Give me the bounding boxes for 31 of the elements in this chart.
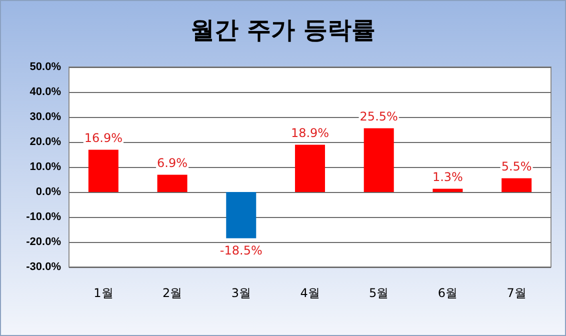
bar	[295, 144, 325, 192]
y-tick-label: 30.0%	[30, 111, 62, 123]
data-label: 25.5%	[360, 109, 398, 124]
data-label: 6.9%	[157, 156, 188, 170]
chart-title: 월간 주가 등락률	[190, 16, 376, 44]
bar	[88, 150, 118, 192]
x-tick-label: 5월	[369, 286, 389, 300]
y-tick-label: 40.0%	[30, 86, 62, 98]
x-tick-label: 1월	[94, 286, 114, 300]
y-tick-label: 50.0%	[30, 61, 62, 73]
bar	[432, 188, 463, 192]
x-tick-label: 6월	[438, 286, 458, 300]
x-tick-label: 4월	[300, 286, 320, 300]
y-tick-label: 20.0%	[30, 136, 62, 148]
data-label: 18.9%	[290, 126, 330, 140]
data-label: -18.5%	[220, 243, 262, 258]
x-tick-label: 2월	[162, 286, 182, 300]
bar	[157, 174, 188, 192]
y-tick-label: -10.0%	[26, 211, 62, 223]
y-tick-label: 10.0%	[30, 161, 62, 173]
bar	[226, 192, 256, 238]
data-label: 16.9%	[84, 130, 122, 145]
bar	[502, 178, 532, 192]
x-tick-label: 7월	[506, 286, 526, 300]
y-tick-label: 0.0%	[36, 186, 62, 198]
y-tick-label: -20.0%	[26, 236, 62, 248]
x-tick-label: 3월	[231, 286, 251, 300]
y-tick-label: -30.0%	[26, 261, 62, 273]
data-label: 5.5%	[501, 159, 532, 174]
data-label: 1.3%	[432, 170, 463, 184]
bar	[364, 128, 394, 192]
